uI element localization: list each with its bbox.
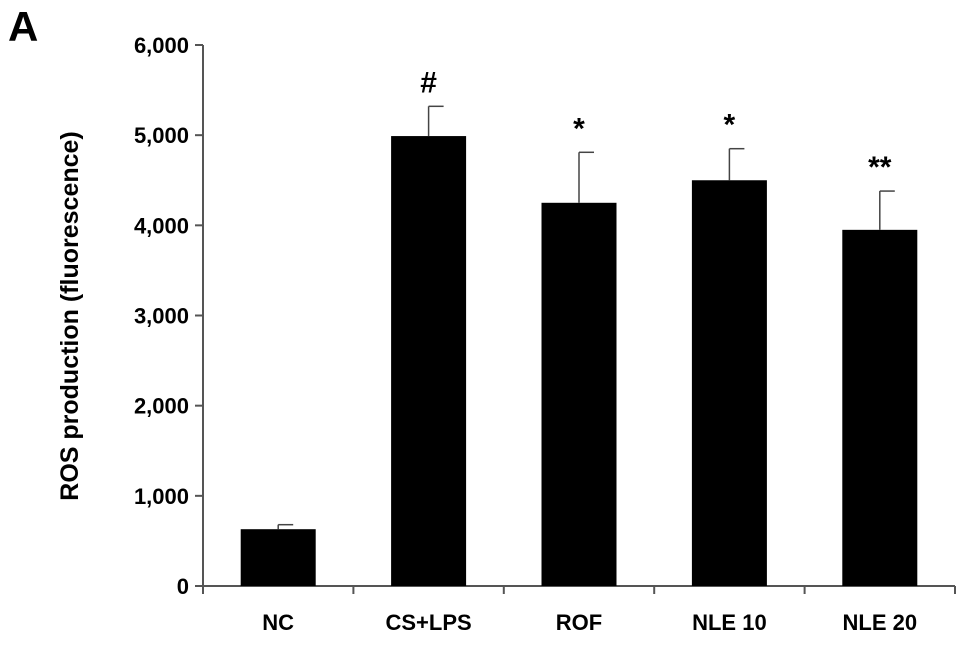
bar — [391, 136, 467, 586]
y-tick-label: 2,000 — [134, 394, 189, 419]
x-tick-label: NLE 20 — [843, 610, 918, 635]
x-tick-label: CS+LPS — [385, 610, 471, 635]
x-tick-label: ROF — [556, 610, 602, 635]
y-tick-label: 6,000 — [134, 33, 189, 58]
y-tick-label: 4,000 — [134, 213, 189, 238]
bar — [541, 202, 617, 586]
x-tick-label: NLE 10 — [692, 610, 767, 635]
bar — [691, 180, 767, 586]
bar — [240, 529, 316, 586]
x-tick-label: NC — [262, 610, 294, 635]
y-tick-label: 5,000 — [134, 123, 189, 148]
y-tick-label: 1,000 — [134, 484, 189, 509]
bars — [240, 136, 918, 586]
significance-marker: * — [724, 109, 736, 142]
y-tick-label: 0 — [177, 574, 189, 599]
y-axis-label: ROS production (fluorescence) — [56, 131, 84, 500]
error-bar — [427, 105, 444, 137]
error-bars — [277, 105, 895, 530]
error-bar — [578, 151, 594, 203]
error-bar — [277, 523, 294, 530]
panel-label: A — [8, 3, 39, 50]
significance-marker: * — [573, 112, 585, 145]
x-tick-labels: NC CS+LPS ROF NLE 10 NLE 20 — [262, 610, 917, 635]
significance-marker: ** — [868, 151, 892, 184]
error-bar — [879, 190, 895, 230]
significance-marker: # — [420, 66, 437, 99]
significance-annotations: #* *** — [420, 66, 892, 184]
y-tick-label: 3,000 — [134, 304, 189, 329]
y-ticks: 0 1,000 2,000 3,000 4,000 5,000 6,000 — [134, 33, 203, 599]
error-bar — [728, 147, 745, 181]
bar — [842, 229, 918, 586]
